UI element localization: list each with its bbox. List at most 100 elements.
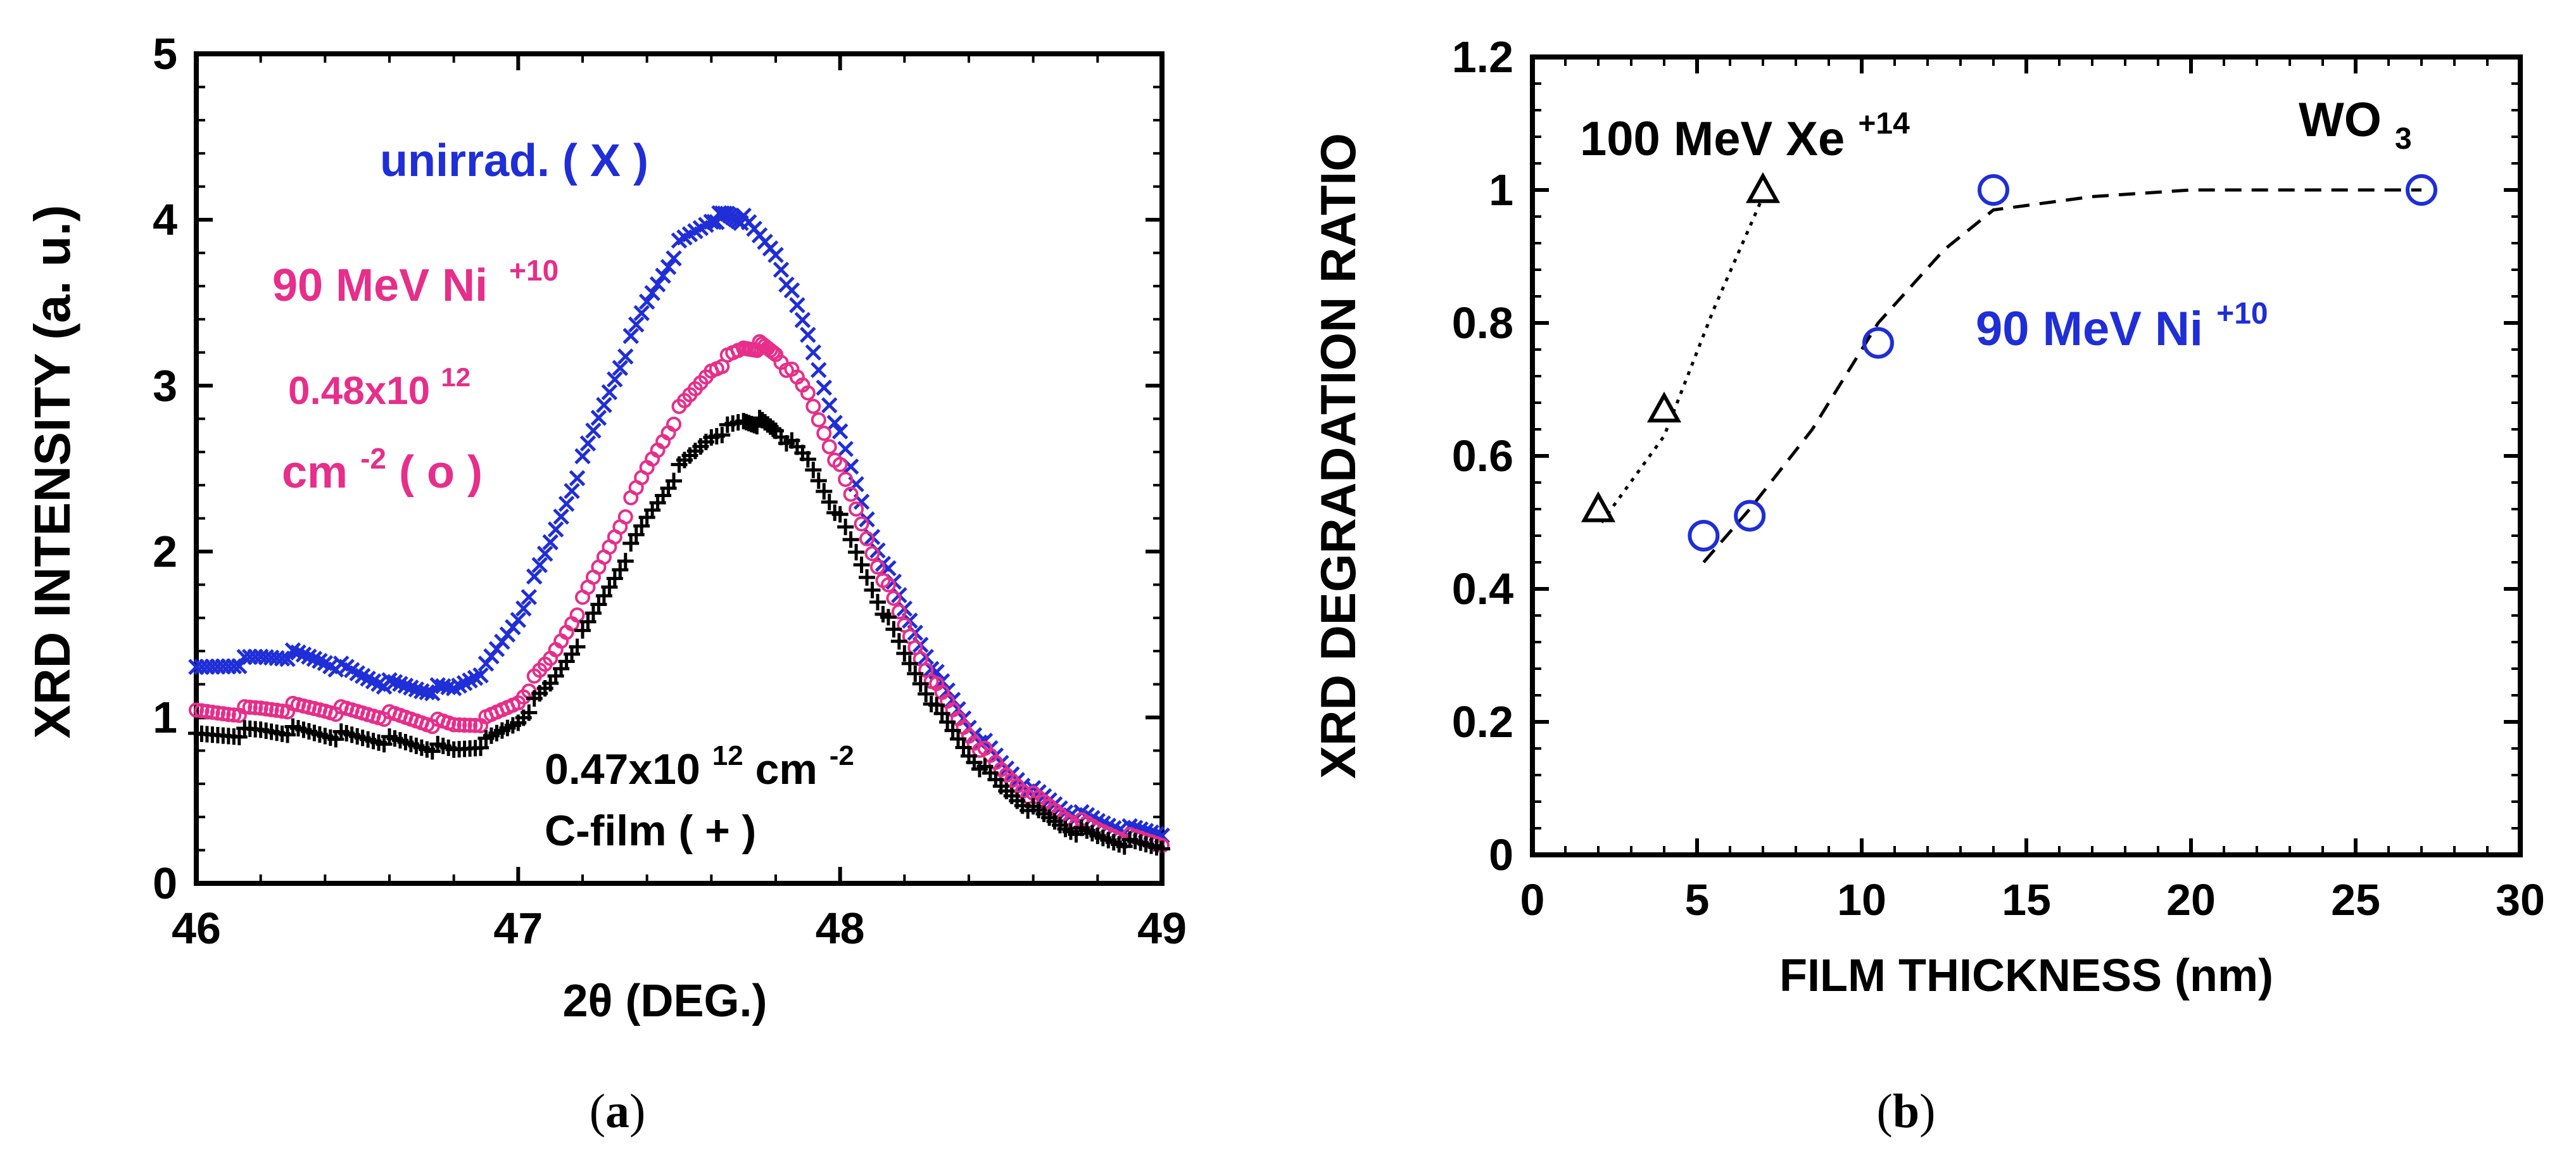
data-point-plus [831, 506, 849, 523]
panel-b-x-tick-labels: 0 5 10 15 20 25 30 [1520, 875, 2545, 925]
data-point-x [622, 327, 640, 344]
b-x-tick-label: 15 [2002, 875, 2051, 925]
label-c-fluence-exponent: 12 [712, 740, 743, 771]
data-point-plus [939, 714, 956, 731]
data-point-x [660, 258, 677, 275]
label-ni-ion-b-main: 90 MeV Ni [1976, 302, 2203, 356]
data-point-plus [633, 517, 650, 534]
data-point-o [886, 590, 902, 606]
a-x-tick-label: 49 [1137, 904, 1187, 953]
data-point-o [274, 703, 290, 719]
data-point-plus [890, 633, 907, 650]
b-series-circle [1688, 174, 2437, 564]
data-point-o [248, 700, 263, 716]
caption-b-close: ) [1919, 1085, 1935, 1138]
data-point-x [574, 448, 591, 465]
data-point-o [811, 412, 826, 427]
data-point-plus [764, 420, 781, 437]
data-point-o [869, 559, 885, 575]
data-point-x [794, 312, 811, 329]
data-point-x [585, 422, 602, 439]
data-point-o [457, 717, 472, 733]
data-point-plus [606, 570, 623, 587]
a-y-tick-label: 2 [153, 527, 177, 576]
data-point-x [821, 397, 838, 413]
data-point-o [242, 699, 258, 715]
data-point-x [472, 667, 489, 684]
data-point-x [558, 495, 575, 512]
a-series-+ [188, 410, 1170, 857]
label-unirrad: unirrad. ( X ) [380, 136, 648, 186]
label-ni-unit-marker: ( o ) [399, 447, 483, 498]
a-x-tick-label: 48 [816, 904, 865, 953]
data-point-plus [842, 531, 859, 548]
data-point-plus [901, 655, 918, 672]
data-point-x [638, 293, 655, 310]
data-point-o [864, 546, 880, 562]
panel-b-ticks [1531, 55, 2522, 857]
data-point-x [526, 568, 543, 585]
data-point-plus [622, 535, 640, 552]
b-x-tick-label: 5 [1685, 875, 1710, 925]
b-y-tick-label: 0 [1489, 830, 1513, 880]
data-point-plus [590, 596, 607, 613]
data-point-x [590, 410, 607, 426]
label-ni-ion: 90 MeV Ni +10 [272, 254, 559, 311]
data-point-plus [628, 526, 645, 543]
data-point-o [263, 702, 279, 717]
data-point-x [579, 435, 597, 452]
data-point-o [237, 699, 253, 715]
panel-a-y-axis-label: XRD INTENSITY (a. u.) [24, 205, 80, 738]
data-point-plus [810, 472, 827, 489]
data-point-plus [853, 556, 870, 573]
data-point-plus [896, 645, 913, 662]
data-point-plus [880, 609, 897, 626]
label-ni-unit: cm -2 ( o ) [282, 428, 483, 498]
data-point-x [816, 379, 833, 396]
data-point-triangle [1581, 491, 1616, 522]
caption-a-open: ( [590, 1085, 605, 1138]
label-ni-unit-cm: cm [282, 447, 348, 498]
a-y-tick-label: 5 [153, 29, 177, 79]
data-point-plus [918, 685, 935, 702]
data-point-o [617, 509, 633, 525]
data-point-plus [472, 739, 489, 756]
data-point-x [633, 305, 650, 322]
data-point-x [655, 267, 671, 284]
data-point-x [831, 423, 849, 439]
panel-b: 0 0.2 0.4 0.6 0.8 1 1.2 0 5 10 15 20 25 30 XRD DEGRA… [1310, 32, 2545, 1001]
data-point-o [816, 426, 832, 441]
data-point-triangle [1745, 172, 1781, 203]
data-point-x [837, 441, 854, 457]
data-point-circle [1688, 520, 1720, 552]
data-point-x [531, 557, 548, 574]
data-point-o [199, 704, 215, 719]
a-y-tick-label: 1 [153, 693, 177, 742]
a-y-tick-label: 4 [153, 195, 177, 244]
b-y-tick-label: 0.4 [1452, 564, 1513, 614]
label-ni-fluence-mantissa: 0.48x10 [288, 369, 430, 413]
data-point-o [253, 700, 268, 716]
panel-a-ticks [194, 52, 1164, 885]
label-c-fluence: 0.47x10 12 cm -2 [545, 726, 854, 793]
data-point-x [279, 650, 296, 667]
caption-b-letter: b [1893, 1085, 1919, 1138]
panel-a-plot-frame [194, 51, 1165, 886]
data-point-plus [933, 705, 950, 722]
data-point-plus [230, 728, 248, 745]
label-ni-ion-b-charge: +10 [2216, 297, 2268, 331]
data-point-x [515, 600, 532, 617]
data-point-x [607, 371, 623, 388]
b-fit-line [1702, 188, 2421, 564]
caption-a-letter: a [605, 1085, 629, 1138]
data-point-x [553, 508, 569, 525]
data-point-plus [944, 722, 961, 739]
a-y-tick-label: 0 [153, 859, 177, 908]
data-point-plus [864, 581, 881, 598]
b-y-tick-label: 1 [1489, 165, 1513, 215]
data-point-plus [574, 622, 591, 639]
data-point-o [569, 607, 585, 623]
data-point-plus [816, 483, 833, 500]
data-point-o [666, 416, 682, 432]
